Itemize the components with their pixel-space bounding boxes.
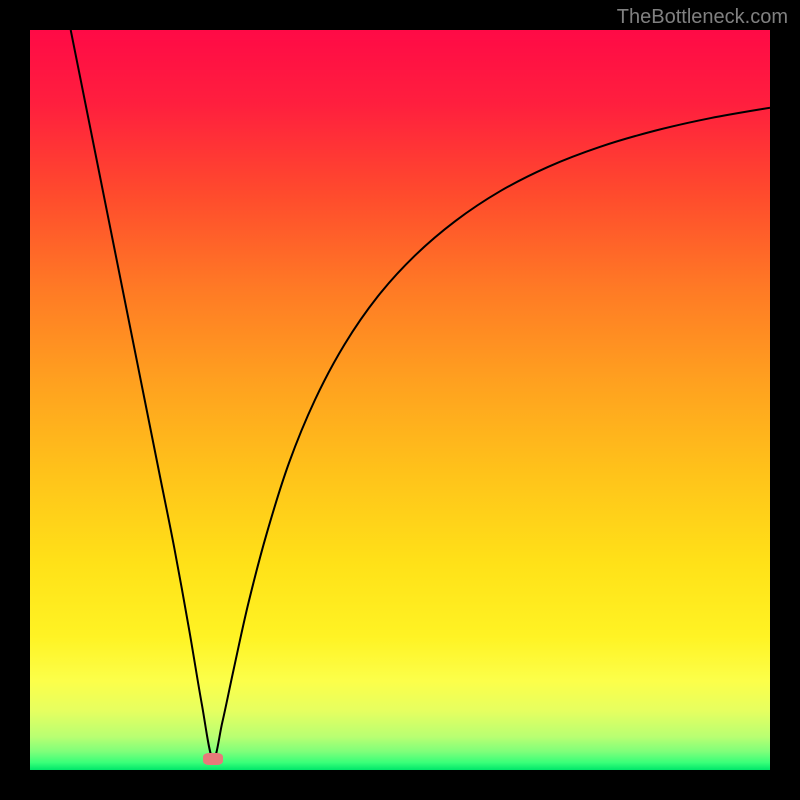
minimum-marker [203,753,223,765]
curve-layer [30,30,770,770]
bottleneck-curve [71,30,770,759]
plot-area [30,30,770,770]
attribution-text: TheBottleneck.com [617,6,788,29]
chart-frame: TheBottleneck.com [0,0,800,800]
